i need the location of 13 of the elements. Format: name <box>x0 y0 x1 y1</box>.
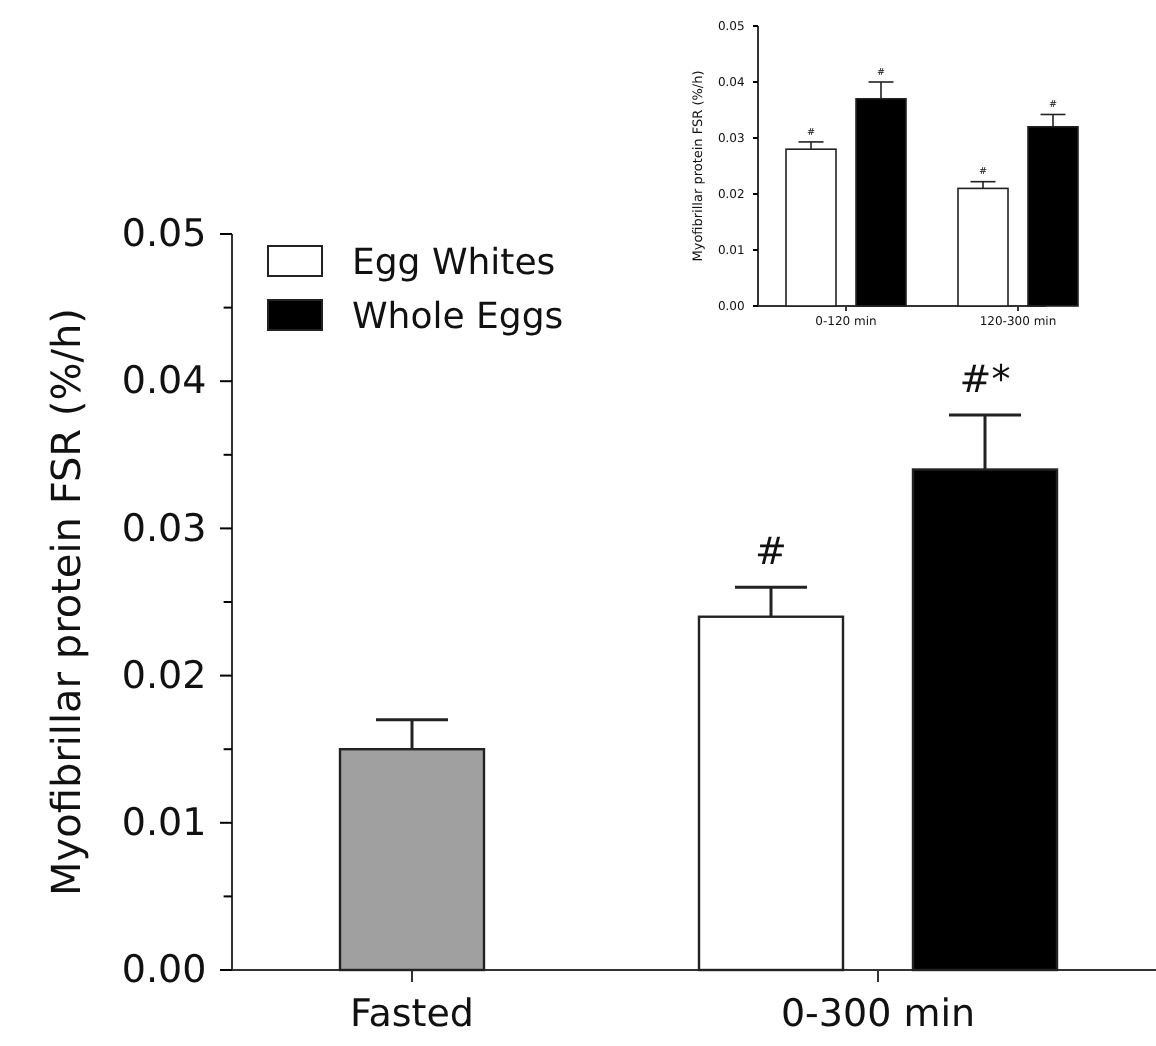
data-label: #* <box>959 358 1011 403</box>
x-tick-label: 0-300 min <box>780 991 976 1036</box>
legend-label: Whole Eggs <box>352 296 564 338</box>
data-label: # <box>755 530 787 575</box>
y-axis-title: Myofibrillar protein FSR (%/h) <box>42 308 90 896</box>
y-tick-label: 0.04 <box>121 359 207 404</box>
y-tick-label: 0.02 <box>121 653 207 698</box>
y-tick-label: 0.03 <box>121 506 207 551</box>
x-tick-label: Fasted <box>350 991 474 1036</box>
y-tick-label: 0.01 <box>121 800 207 845</box>
y-tick-label: 0.05 <box>121 212 207 257</box>
legend-label: Egg Whites <box>352 242 556 284</box>
y-tick-label: 0.00 <box>121 948 207 993</box>
